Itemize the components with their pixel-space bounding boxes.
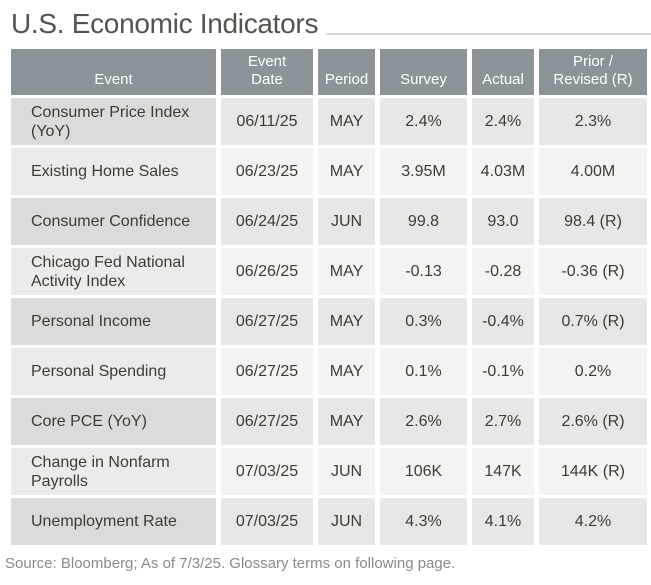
cell-date: 06/26/25 (221, 248, 313, 295)
cell-period: JUN (318, 448, 375, 495)
economic-indicators-table: Event Event Date Period Survey Actual Prior /… (11, 49, 647, 545)
table-row: Consumer Price Index (YoY) 06/11/25 MAY 2.4… (11, 98, 647, 145)
cell-event: Personal Spending (11, 348, 216, 395)
cell-survey: 106K (380, 448, 467, 495)
cell-prior: 2.3% (539, 98, 647, 145)
table-row: Existing Home Sales 06/23/25 MAY 3.95M 4.03M… (11, 148, 647, 195)
cell-survey: 3.95M (380, 148, 467, 195)
column-header-prior: Prior / Revised (R) (539, 49, 647, 95)
column-header-actual: Actual (472, 49, 534, 95)
cell-period: JUN (318, 198, 375, 245)
cell-actual: 93.0 (472, 198, 534, 245)
cell-date: 07/03/25 (221, 448, 313, 495)
cell-actual: -0.1% (472, 348, 534, 395)
table-row: Personal Spending 06/27/25 MAY 0.1% -0.1% 0.2… (11, 348, 647, 395)
cell-survey: 0.1% (380, 348, 467, 395)
cell-date: 06/24/25 (221, 198, 313, 245)
cell-prior: 2.6% (R) (539, 398, 647, 445)
cell-period: MAY (318, 298, 375, 345)
cell-prior: 0.7% (R) (539, 298, 647, 345)
cell-date: 06/27/25 (221, 348, 313, 395)
column-header-date: Event Date (221, 49, 313, 95)
cell-date: 06/11/25 (221, 98, 313, 145)
table-row: Change in Nonfarm Payrolls 07/03/25 JUN 106… (11, 448, 647, 495)
cell-event: Unemployment Rate (11, 498, 216, 545)
cell-actual: 2.4% (472, 98, 534, 145)
page: U.S. Economic Indicators Event Event Date… (5, 5, 651, 572)
cell-date: 06/27/25 (221, 398, 313, 445)
cell-prior: -0.36 (R) (539, 248, 647, 295)
cell-survey: 0.3% (380, 298, 467, 345)
cell-prior: 98.4 (R) (539, 198, 647, 245)
cell-actual: 4.1% (472, 498, 534, 545)
cell-period: MAY (318, 348, 375, 395)
cell-actual: 2.7% (472, 398, 534, 445)
cell-survey: -0.13 (380, 248, 467, 295)
cell-actual: 147K (472, 448, 534, 495)
title-row: U.S. Economic Indicators (11, 5, 651, 43)
table-row: Chicago Fed National Activity Index 06/26… (11, 248, 647, 295)
cell-period: MAY (318, 398, 375, 445)
cell-prior: 0.2% (539, 348, 647, 395)
cell-survey: 2.4% (380, 98, 467, 145)
cell-period: MAY (318, 248, 375, 295)
cell-prior: 4.2% (539, 498, 647, 545)
column-header-event: Event (11, 49, 216, 95)
column-header-survey: Survey (380, 49, 467, 95)
table-row: Core PCE (YoY) 06/27/25 MAY 2.6% 2.7% 2.6% (R… (11, 398, 647, 445)
table-row: Consumer Confidence 06/24/25 JUN 99.8 93.0 98… (11, 198, 647, 245)
cell-date: 07/03/25 (221, 498, 313, 545)
cell-actual: -0.4% (472, 298, 534, 345)
cell-event: Chicago Fed National Activity Index (11, 248, 216, 295)
cell-event: Personal Income (11, 298, 216, 345)
cell-actual: 4.03M (472, 148, 534, 195)
table-header-row: Event Event Date Period Survey Actual Prior /… (11, 49, 647, 95)
cell-event: Consumer Confidence (11, 198, 216, 245)
page-title: U.S. Economic Indicators (11, 8, 319, 39)
cell-event: Existing Home Sales (11, 148, 216, 195)
cell-period: JUN (318, 498, 375, 545)
table-body: Consumer Price Index (YoY) 06/11/25 MAY 2.4… (11, 98, 647, 545)
source-note: Source: Bloomberg; As of 7/3/25. Glossar… (5, 555, 456, 572)
cell-prior: 4.00M (539, 148, 647, 195)
cell-actual: -0.28 (472, 248, 534, 295)
cell-event: Consumer Price Index (YoY) (11, 98, 216, 145)
cell-period: MAY (318, 148, 375, 195)
table-row: Unemployment Rate 07/03/25 JUN 4.3% 4.1% 4.2% (11, 498, 647, 545)
title-rule (326, 33, 651, 35)
cell-prior: 144K (R) (539, 448, 647, 495)
cell-survey: 4.3% (380, 498, 467, 545)
cell-date: 06/27/25 (221, 298, 313, 345)
cell-event: Core PCE (YoY) (11, 398, 216, 445)
cell-event: Change in Nonfarm Payrolls (11, 448, 216, 495)
cell-date: 06/23/25 (221, 148, 313, 195)
cell-period: MAY (318, 98, 375, 145)
cell-survey: 99.8 (380, 198, 467, 245)
cell-survey: 2.6% (380, 398, 467, 445)
column-header-period: Period (318, 49, 375, 95)
table-row: Personal Income 06/27/25 MAY 0.3% -0.4% 0.7% … (11, 298, 647, 345)
